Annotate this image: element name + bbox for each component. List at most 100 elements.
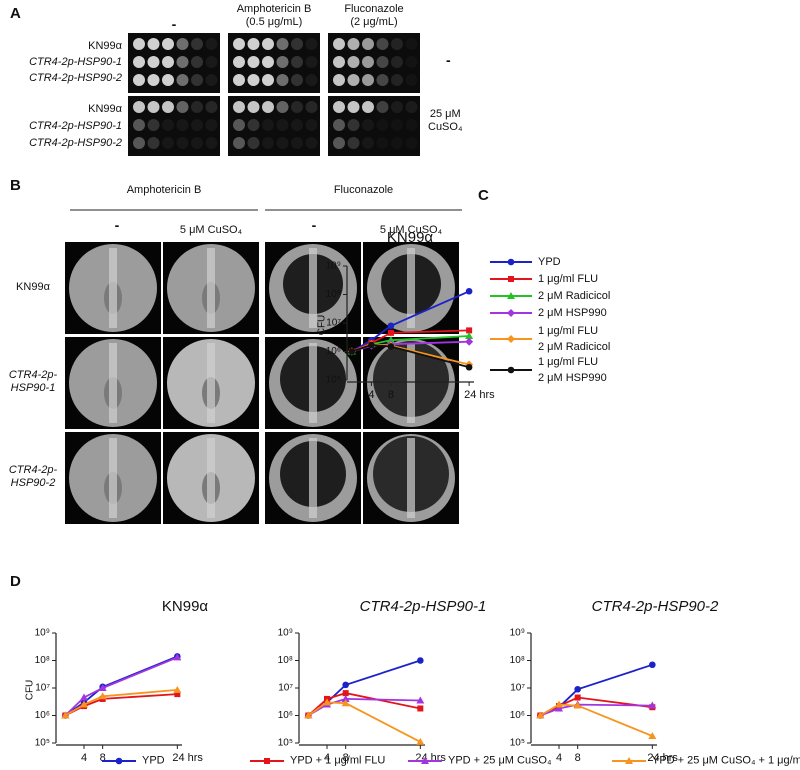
y-tick-label: 10⁹	[326, 261, 341, 272]
colony-spot	[347, 74, 360, 86]
panel-label: C	[478, 187, 489, 204]
colony-spot	[406, 137, 418, 149]
colony-spot	[147, 74, 160, 86]
condition-header: -	[311, 217, 317, 233]
colony-spot	[205, 119, 218, 131]
condition-header: 5 μM CuSO₄	[379, 224, 443, 236]
colony-spot	[347, 38, 360, 50]
colony-spot	[191, 56, 203, 68]
colony-spot	[291, 101, 303, 113]
colony-spot	[147, 119, 160, 131]
y-tick-label: 10⁸	[326, 289, 341, 300]
row-label: CTR4-2p- HSP90-2	[8, 464, 58, 489]
y-tick-label: 10⁵	[278, 738, 293, 749]
colony-spot	[176, 38, 189, 50]
y-axis-label: CFU	[317, 315, 328, 336]
marker	[465, 287, 473, 295]
colony-spot	[305, 101, 318, 113]
colony-spot	[247, 101, 260, 113]
row-label: CTR4-2p-HSP90-1	[29, 56, 122, 68]
colony-spot	[333, 101, 345, 113]
colony-spot	[362, 101, 374, 113]
x-tick-label: 24 hrs	[647, 752, 678, 764]
colony-spot	[406, 74, 418, 86]
marker	[465, 331, 474, 339]
y-tick-label: 10⁵	[35, 738, 50, 749]
panel-label: D	[10, 573, 21, 590]
colony-spot	[133, 56, 145, 68]
marker	[507, 309, 515, 317]
colony-spot	[176, 101, 189, 113]
series-line	[64, 656, 178, 717]
marker	[323, 698, 331, 706]
marker	[507, 292, 515, 299]
series-line	[307, 701, 421, 743]
legend-label: YPD + 1 μg/ml FLU	[290, 754, 386, 767]
colony-spot	[377, 137, 389, 149]
colony-spot	[162, 137, 174, 149]
marker	[507, 258, 515, 266]
colony-spot	[133, 38, 145, 50]
colony-spot	[406, 38, 418, 50]
colony-spot	[233, 101, 245, 113]
colony-spot	[176, 119, 189, 131]
marker	[507, 335, 515, 343]
group-header: Fluconazole	[333, 184, 394, 196]
row-label: KN99α	[88, 103, 122, 115]
y-tick-label: 10⁵	[510, 738, 525, 749]
marker	[98, 692, 107, 700]
colony-spot	[191, 74, 203, 86]
colony-spot	[377, 119, 389, 131]
colony-spot	[376, 38, 389, 50]
colony-spot	[247, 38, 260, 50]
marker	[465, 363, 473, 371]
colony-spot	[133, 101, 145, 113]
marker	[342, 681, 349, 689]
colony-spot	[205, 38, 218, 50]
y-tick-label: 10⁵	[326, 375, 341, 386]
y-tick-label: 10⁷	[326, 318, 341, 329]
colony-spot	[162, 56, 174, 68]
series-line	[64, 689, 178, 717]
y-tick-label: 10⁶	[510, 710, 525, 721]
colony-spot	[391, 119, 403, 131]
colony-spot	[205, 101, 218, 113]
marker	[536, 711, 545, 719]
colony-spot	[391, 101, 403, 113]
legend-label: 1 μg/ml FLU	[538, 273, 599, 285]
colony-spot	[305, 137, 318, 149]
colony-spot	[162, 38, 174, 50]
x-tick-label: 8	[388, 389, 394, 401]
colony-spot	[305, 56, 318, 68]
test-strip	[309, 343, 317, 423]
colony-spot	[347, 56, 360, 68]
panel-label: A	[10, 5, 21, 22]
y-tick-label: 10⁸	[278, 655, 293, 666]
series-line	[539, 703, 653, 737]
colony-spot	[147, 101, 160, 113]
colony-spot	[362, 137, 374, 149]
column-header: Fluconazole (2 μg/mL)	[344, 3, 404, 28]
colony-spot	[262, 74, 274, 86]
panel-label: B	[10, 177, 21, 194]
x-tick-label: 8	[343, 752, 349, 764]
colony-spot	[276, 101, 289, 113]
colony-spot	[362, 38, 374, 50]
test-strip	[309, 248, 317, 328]
colony-spot	[276, 137, 289, 149]
y-tick-label: 10⁶	[326, 346, 341, 357]
colony-spot	[247, 74, 260, 86]
side-label: 25 μM CuSO₄	[428, 108, 463, 133]
test-strip	[309, 438, 317, 518]
marker	[341, 694, 350, 702]
colony-spot	[133, 74, 145, 86]
x-tick-label: 24 hrs	[464, 389, 495, 401]
colony-spot	[291, 137, 303, 149]
colony-spot	[333, 74, 345, 86]
legend-label: 1 μg/ml FLU 2 μM Radicicol	[538, 325, 611, 353]
colony-spot	[291, 74, 303, 86]
colony-spot	[291, 119, 303, 131]
marker	[417, 705, 424, 712]
x-tick-label: 8	[100, 752, 106, 764]
